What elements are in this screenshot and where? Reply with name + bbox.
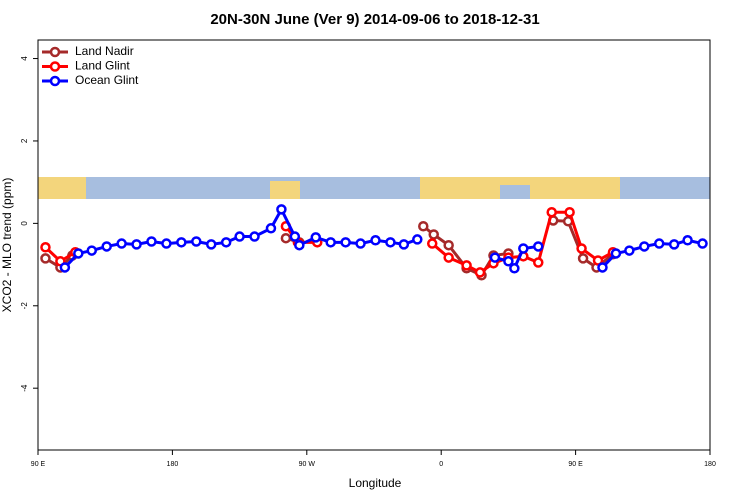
- x-tick-label: 180: [704, 461, 716, 468]
- data-point: [205, 239, 217, 250]
- data-point: [398, 239, 410, 250]
- data-point: [546, 206, 557, 218]
- data-point: [385, 237, 396, 248]
- data-point: [59, 262, 71, 273]
- data-point: [355, 238, 366, 249]
- data-point: [697, 238, 708, 249]
- y-tick-label: 4: [20, 56, 29, 61]
- data-point: [101, 241, 112, 252]
- legend-marker: [49, 46, 61, 58]
- map-strip: [38, 177, 710, 199]
- x-tick-label: 0: [439, 461, 443, 468]
- legend-label: Ocean Glint: [75, 73, 139, 87]
- data-point: [412, 234, 423, 245]
- data-point: [325, 237, 336, 248]
- data-point: [533, 241, 544, 252]
- y-tick-label: 0: [20, 221, 29, 226]
- data-point: [443, 239, 454, 251]
- data-point: [653, 238, 665, 249]
- data-point: [610, 248, 622, 259]
- data-point: [86, 245, 98, 256]
- data-point: [474, 267, 486, 278]
- y-tick-label: 2: [20, 138, 29, 143]
- plot-frame: [37, 39, 711, 451]
- legend-label: Land Nadir: [75, 44, 134, 58]
- legend-marker: [49, 61, 61, 72]
- data-point: [146, 236, 157, 247]
- data-point: [370, 235, 381, 246]
- data-point: [509, 263, 520, 274]
- data-point: [161, 238, 172, 249]
- data-point: [426, 238, 438, 249]
- data-point: [682, 235, 693, 246]
- data-point: [624, 245, 635, 256]
- data-point: [668, 239, 680, 250]
- legend-marker: [49, 75, 61, 87]
- data-point: [116, 238, 127, 249]
- data-point: [265, 223, 277, 234]
- data-point: [418, 221, 429, 232]
- data-point: [73, 248, 84, 259]
- data-point: [234, 231, 245, 242]
- data-point: [340, 237, 351, 248]
- data-point: [191, 236, 202, 247]
- x-tick-label: 90 E: [568, 461, 583, 468]
- legend-label: Land Glint: [75, 59, 130, 73]
- data-point: [576, 243, 587, 254]
- data-point: [280, 232, 292, 244]
- x-tick-label: 90 E: [31, 461, 46, 468]
- data-point: [443, 252, 454, 263]
- x-tick-label: 90 W: [299, 461, 316, 468]
- data-point: [564, 206, 575, 218]
- data-point: [249, 231, 260, 242]
- data-point: [533, 257, 544, 268]
- data-point: [276, 204, 287, 215]
- data-point: [503, 256, 514, 267]
- y-tick-label: -4: [20, 384, 29, 392]
- x-tick-label: 180: [167, 461, 179, 468]
- data-point: [40, 253, 51, 264]
- data-point: [489, 252, 501, 263]
- data-point: [289, 231, 301, 242]
- data-point: [597, 262, 608, 273]
- y-tick-label: -2: [20, 302, 29, 310]
- data-point: [639, 241, 650, 252]
- data-point: [592, 255, 604, 266]
- data-point: [428, 229, 439, 240]
- data-point: [310, 232, 322, 243]
- x-axis-label: Longitude: [349, 476, 402, 490]
- data-point: [40, 242, 51, 253]
- y-axis-label: XCO2 - MLO trend (ppm): [0, 178, 14, 313]
- data-point: [518, 243, 529, 254]
- data-point: [176, 237, 187, 248]
- data-point: [220, 237, 232, 248]
- data-point: [577, 253, 589, 264]
- data-point: [461, 260, 472, 271]
- data-point: [294, 239, 305, 251]
- data-point: [131, 239, 142, 250]
- chart-title: 20N-30N June (Ver 9) 2014-09-06 to 2018-…: [210, 11, 539, 28]
